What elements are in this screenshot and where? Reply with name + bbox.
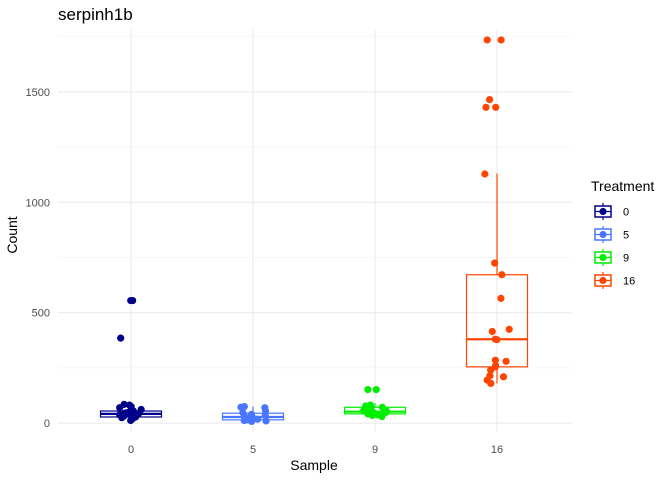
data-point <box>497 36 505 44</box>
data-point <box>491 259 499 267</box>
data-point <box>262 417 270 425</box>
data-point <box>254 415 262 423</box>
boxes <box>99 173 529 423</box>
y-tick-label: 0 <box>44 418 50 430</box>
y-tick-label: 1500 <box>26 87 50 99</box>
legend-label: 5 <box>623 230 629 242</box>
data-point <box>487 366 495 374</box>
legend-item-0: 0 <box>594 203 629 220</box>
points-9 <box>360 385 391 421</box>
y-tick-label: 1000 <box>26 197 50 209</box>
data-point <box>481 170 489 178</box>
data-point <box>261 411 269 420</box>
data-point <box>505 325 513 333</box>
data-point <box>499 373 508 381</box>
data-point <box>502 357 510 365</box>
legend-key-point <box>599 230 607 239</box>
data-point <box>482 103 490 111</box>
y-tick-label: 500 <box>32 308 50 320</box>
y-axis-title: Count <box>4 216 20 253</box>
x-axis-ticks: 0 5 9 16 <box>128 444 503 456</box>
data-point <box>488 327 496 336</box>
legend-key-point <box>599 276 607 285</box>
data-point <box>491 356 499 364</box>
data-point <box>116 404 124 412</box>
data-point <box>483 36 491 44</box>
x-tick-label: 9 <box>372 444 378 456</box>
legend-label: 9 <box>623 253 629 265</box>
x-axis-title: Sample <box>290 457 338 473</box>
data-point <box>492 103 500 111</box>
data-point <box>485 95 494 104</box>
y-axis-ticks: 0 500 1000 1500 <box>26 87 50 430</box>
data-points <box>116 36 513 425</box>
legend-label: 16 <box>623 276 635 288</box>
x-tick-label: 0 <box>128 444 134 456</box>
legend-key-point <box>599 253 607 262</box>
legend-item-9: 9 <box>594 249 629 266</box>
data-point <box>127 416 135 425</box>
legend: Treatment 0 5 9 16 <box>591 178 654 289</box>
legend-item-16: 16 <box>594 272 635 289</box>
data-point <box>247 417 256 425</box>
data-point <box>364 385 372 394</box>
legend-key-point <box>599 207 607 216</box>
data-point <box>498 271 506 279</box>
data-point <box>372 385 380 394</box>
data-point <box>368 411 376 420</box>
data-point <box>497 294 505 302</box>
data-point <box>378 412 386 421</box>
data-point <box>487 379 495 388</box>
data-point <box>240 416 248 425</box>
legend-title: Treatment <box>591 178 654 194</box>
x-tick-label: 16 <box>491 444 503 456</box>
legend-label: 0 <box>623 207 629 219</box>
grid-lines <box>58 30 572 432</box>
data-point <box>118 414 126 422</box>
data-point <box>493 336 501 344</box>
points-0 <box>116 296 145 425</box>
data-point <box>129 296 137 305</box>
chart-title: serpinh1b <box>58 5 133 24</box>
legend-item-5: 5 <box>594 226 629 243</box>
x-tick-label: 5 <box>250 444 256 456</box>
data-point <box>117 334 125 342</box>
points-5 <box>237 402 270 425</box>
points-16 <box>481 36 513 388</box>
